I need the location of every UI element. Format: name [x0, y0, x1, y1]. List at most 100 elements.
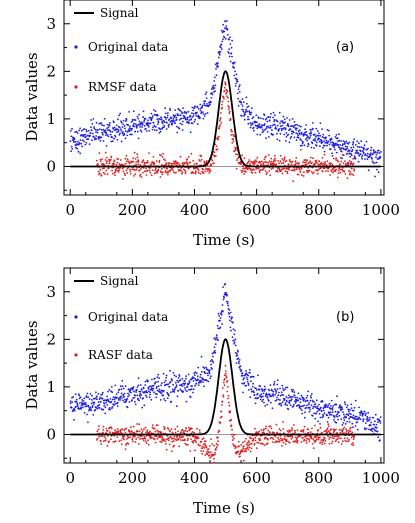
data-point-filtered — [238, 445, 241, 447]
data-point-filtered — [161, 171, 164, 174]
data-point-filtered — [233, 437, 235, 440]
data-point-filtered — [221, 100, 224, 103]
data-point-original — [79, 402, 81, 404]
data-point-original — [253, 394, 256, 396]
data-point-original — [344, 145, 347, 148]
data-point-original — [98, 128, 101, 131]
data-point-original — [139, 396, 142, 399]
data-point-filtered — [187, 444, 189, 446]
data-point-filtered — [348, 160, 351, 162]
data-point-original — [149, 391, 152, 394]
data-point-original — [123, 133, 126, 136]
data-point-original — [121, 126, 124, 128]
data-point-filtered — [284, 170, 287, 173]
data-point-original — [251, 117, 254, 120]
data-point-filtered — [169, 162, 171, 165]
data-point-filtered — [181, 172, 183, 175]
data-point-original — [141, 123, 144, 126]
data-point-filtered — [128, 429, 131, 431]
data-point-filtered — [346, 152, 349, 155]
data-point-original — [367, 417, 369, 420]
data-point-original — [83, 412, 86, 414]
data-point-original — [245, 96, 248, 99]
data-point-original — [375, 153, 378, 156]
data-point-filtered — [110, 438, 112, 441]
data-point-original — [334, 410, 337, 413]
data-point-original — [361, 150, 364, 153]
data-point-filtered — [337, 441, 340, 444]
data-point-original — [224, 38, 227, 40]
data-point-original — [228, 55, 231, 58]
data-point-original — [152, 385, 155, 387]
data-point-filtered — [146, 160, 149, 162]
data-point-filtered — [186, 158, 189, 161]
data-point-original — [305, 404, 308, 407]
legend: Signal Original data RMSF data — [74, 6, 168, 94]
data-point-original — [318, 137, 321, 140]
data-point-original — [364, 158, 366, 160]
data-point-original — [247, 374, 250, 377]
data-point-original — [350, 152, 352, 155]
data-point-original — [104, 406, 107, 409]
data-point-filtered — [106, 435, 109, 437]
data-point-original — [106, 134, 109, 136]
data-point-original — [174, 122, 177, 124]
data-point-filtered — [225, 370, 227, 372]
data-point-original — [77, 393, 80, 395]
data-point-filtered — [224, 364, 227, 367]
data-point-original — [297, 130, 300, 133]
data-point-original — [248, 111, 251, 114]
data-point-original — [246, 380, 249, 383]
data-point-original — [312, 407, 314, 410]
data-point-original — [106, 127, 108, 130]
data-point-filtered — [281, 438, 284, 441]
y-axis-label: Data values — [23, 52, 41, 141]
data-point-original — [325, 136, 327, 139]
data-point-filtered — [195, 171, 197, 174]
data-point-filtered — [206, 453, 209, 455]
data-point-original — [112, 396, 115, 399]
data-point-original — [175, 375, 178, 378]
data-point-filtered — [331, 163, 334, 166]
data-point-original — [375, 156, 377, 159]
data-point-original — [212, 87, 215, 90]
data-point-original — [222, 38, 224, 40]
data-point-original — [156, 389, 159, 392]
data-point-original — [173, 374, 176, 377]
data-point-original — [372, 427, 374, 430]
data-point-filtered — [349, 171, 352, 174]
data-point-filtered — [259, 439, 261, 442]
data-point-original — [232, 62, 235, 65]
data-point-filtered — [232, 138, 235, 140]
data-point-original — [262, 398, 265, 401]
data-point-original — [105, 134, 107, 137]
data-point-original — [314, 140, 317, 142]
data-point-filtered — [324, 163, 327, 166]
data-point-original — [356, 149, 359, 152]
data-point-filtered — [290, 438, 293, 440]
data-point-original — [328, 143, 331, 146]
data-point-filtered — [240, 443, 243, 446]
data-point-filtered — [352, 174, 355, 177]
data-point-filtered — [106, 429, 109, 432]
data-point-original — [272, 111, 275, 114]
data-point-filtered — [291, 428, 294, 431]
data-point-original — [157, 114, 159, 117]
data-point-original — [258, 123, 261, 126]
data-point-original — [124, 127, 126, 130]
data-point-original — [312, 405, 315, 408]
data-point-original — [172, 383, 175, 386]
data-point-original — [362, 148, 365, 151]
data-point-original — [200, 370, 203, 373]
data-point-filtered — [183, 430, 185, 432]
data-point-original — [95, 131, 97, 134]
data-point-original — [213, 87, 216, 89]
data-point-filtered — [193, 431, 196, 434]
data-point-original — [297, 134, 300, 137]
data-point-original — [272, 390, 275, 393]
data-point-filtered — [347, 431, 350, 434]
data-point-original — [269, 126, 272, 129]
data-point-filtered — [159, 440, 162, 443]
data-point-original — [183, 384, 186, 386]
data-point-original — [307, 403, 310, 406]
